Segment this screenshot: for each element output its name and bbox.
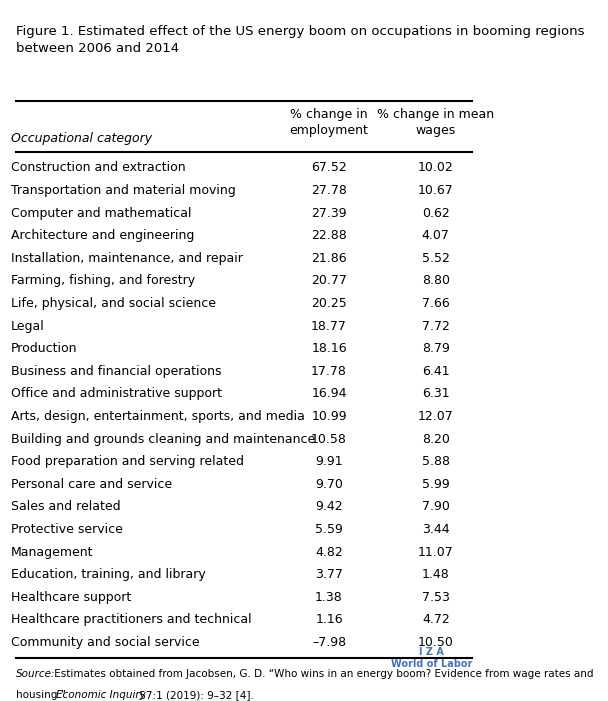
Text: 7.53: 7.53	[422, 591, 450, 604]
Text: Estimates obtained from Jacobsen, G. D. “Who wins in an energy boom? Evidence fr: Estimates obtained from Jacobsen, G. D. …	[52, 669, 594, 679]
Text: 10.99: 10.99	[311, 410, 347, 423]
Text: 9.42: 9.42	[315, 501, 343, 513]
Text: 3.44: 3.44	[422, 523, 450, 536]
Text: 7.72: 7.72	[422, 320, 450, 332]
Text: Production: Production	[11, 342, 78, 355]
Text: Economic Inquiry: Economic Inquiry	[56, 690, 145, 700]
Text: 8.20: 8.20	[422, 433, 450, 446]
Text: 8.80: 8.80	[422, 274, 450, 287]
Text: 27.39: 27.39	[311, 207, 347, 219]
Text: 17.78: 17.78	[311, 365, 347, 378]
Text: 10.50: 10.50	[418, 636, 454, 649]
Text: 6.41: 6.41	[422, 365, 450, 378]
Text: Computer and mathematical: Computer and mathematical	[11, 207, 192, 219]
Text: 9.91: 9.91	[315, 455, 343, 468]
Text: 12.07: 12.07	[418, 410, 454, 423]
Text: Food preparation and serving related: Food preparation and serving related	[11, 455, 244, 468]
Text: housing.”: housing.”	[16, 690, 69, 700]
Text: Community and social service: Community and social service	[11, 636, 199, 649]
Text: % change in mean
wages: % change in mean wages	[377, 107, 494, 137]
Text: Installation, maintenance, and repair: Installation, maintenance, and repair	[11, 252, 243, 265]
Text: Office and administrative support: Office and administrative support	[11, 388, 222, 400]
Text: 10.58: 10.58	[311, 433, 347, 446]
Text: Education, training, and library: Education, training, and library	[11, 569, 206, 581]
Text: Occupational category: Occupational category	[11, 132, 152, 144]
Text: Sales and related: Sales and related	[11, 501, 121, 513]
Text: Business and financial operations: Business and financial operations	[11, 365, 221, 378]
Text: 27.78: 27.78	[311, 184, 347, 197]
Text: Life, physical, and social science: Life, physical, and social science	[11, 297, 216, 310]
Text: 10.02: 10.02	[418, 161, 454, 175]
Text: 1.16: 1.16	[315, 613, 343, 627]
Text: 10.67: 10.67	[418, 184, 454, 197]
Text: 5.99: 5.99	[422, 478, 450, 491]
Text: 4.72: 4.72	[422, 613, 450, 627]
Text: Healthcare practitioners and technical: Healthcare practitioners and technical	[11, 613, 252, 627]
Text: 18.16: 18.16	[311, 342, 347, 355]
Text: Construction and extraction: Construction and extraction	[11, 161, 185, 175]
Text: Arts, design, entertainment, sports, and media: Arts, design, entertainment, sports, and…	[11, 410, 305, 423]
Text: 22.88: 22.88	[311, 229, 347, 242]
Text: 20.25: 20.25	[311, 297, 347, 310]
Text: 21.86: 21.86	[311, 252, 347, 265]
Text: 67.52: 67.52	[311, 161, 347, 175]
Text: 0.62: 0.62	[422, 207, 450, 219]
Text: Protective service: Protective service	[11, 523, 123, 536]
Text: Architecture and engineering: Architecture and engineering	[11, 229, 195, 242]
Text: Transportation and material moving: Transportation and material moving	[11, 184, 236, 197]
Text: 8.79: 8.79	[422, 342, 450, 355]
Text: 11.07: 11.07	[418, 545, 454, 559]
Text: Figure 1. Estimated effect of the US energy boom on occupations in booming regio: Figure 1. Estimated effect of the US ene…	[16, 25, 584, 55]
Text: 6.31: 6.31	[422, 388, 450, 400]
Text: 3.77: 3.77	[315, 569, 343, 581]
Text: 7.66: 7.66	[422, 297, 450, 310]
Text: –7.98: –7.98	[312, 636, 346, 649]
Text: Building and grounds cleaning and maintenance: Building and grounds cleaning and mainte…	[11, 433, 316, 446]
Text: 1.38: 1.38	[315, 591, 343, 604]
Text: 16.94: 16.94	[311, 388, 347, 400]
Text: I Z A
World of Labor: I Z A World of Labor	[391, 647, 472, 669]
Text: 5.52: 5.52	[422, 252, 450, 265]
Text: 4.82: 4.82	[315, 545, 343, 559]
Text: Management: Management	[11, 545, 94, 559]
Text: 7.90: 7.90	[422, 501, 450, 513]
Text: 1.48: 1.48	[422, 569, 450, 581]
Text: % change in
employment: % change in employment	[289, 107, 368, 137]
Text: 57:1 (2019): 9–32 [4].: 57:1 (2019): 9–32 [4].	[136, 690, 254, 700]
Text: Source:: Source:	[16, 669, 55, 679]
Text: Personal care and service: Personal care and service	[11, 478, 172, 491]
Text: 5.88: 5.88	[422, 455, 450, 468]
Text: 9.70: 9.70	[315, 478, 343, 491]
Text: 4.07: 4.07	[422, 229, 450, 242]
Text: 5.59: 5.59	[315, 523, 343, 536]
Text: Farming, fishing, and forestry: Farming, fishing, and forestry	[11, 274, 195, 287]
Text: 20.77: 20.77	[311, 274, 347, 287]
Text: 18.77: 18.77	[311, 320, 347, 332]
Text: Legal: Legal	[11, 320, 45, 332]
Text: Healthcare support: Healthcare support	[11, 591, 131, 604]
